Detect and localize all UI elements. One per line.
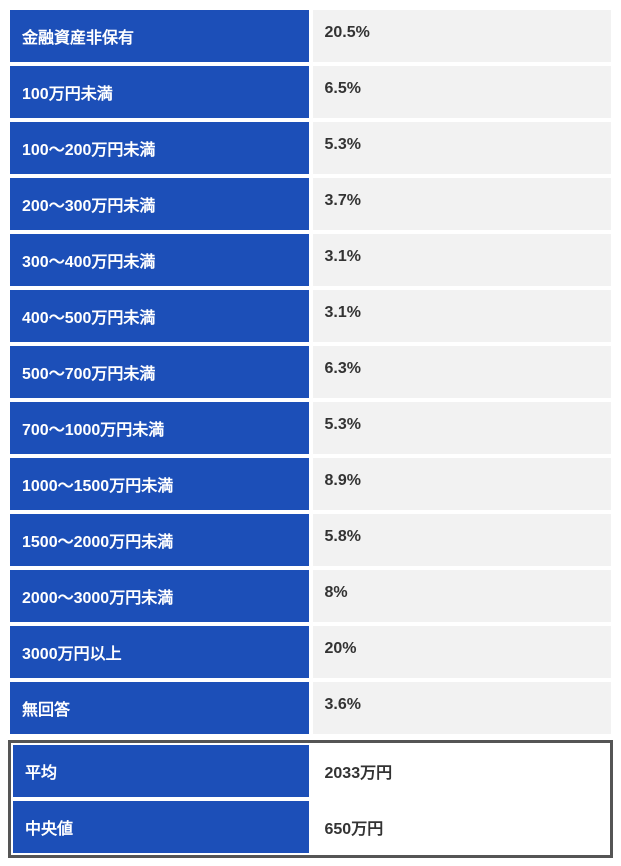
table-row: 300～400万円未満 3.1%	[8, 232, 613, 288]
table-row: 中央値 650万円	[11, 799, 610, 855]
row-value: 20.5%	[311, 8, 614, 64]
row-label: 無回答	[8, 680, 311, 736]
row-value: 8.9%	[311, 456, 614, 512]
row-value: 650万円	[311, 799, 611, 855]
table-row: 700～1000万円未満 5.3%	[8, 400, 613, 456]
row-label: 平均	[11, 743, 311, 799]
row-label: 300～400万円未満	[8, 232, 311, 288]
table-row: 200～300万円未満 3.7%	[8, 176, 613, 232]
row-value: 2033万円	[311, 743, 611, 799]
row-label: 700～1000万円未満	[8, 400, 311, 456]
row-value: 5.3%	[311, 400, 614, 456]
row-value: 6.5%	[311, 64, 614, 120]
row-label: 3000万円以上	[8, 624, 311, 680]
row-label: 2000～3000万円未満	[8, 568, 311, 624]
row-label: 200～300万円未満	[8, 176, 311, 232]
row-value: 3.1%	[311, 232, 614, 288]
table-row: 平均 2033万円	[11, 743, 610, 799]
row-label: 100～200万円未満	[8, 120, 311, 176]
table-row: 無回答 3.6%	[8, 680, 613, 736]
row-label: 金融資産非保有	[8, 8, 311, 64]
table-row: 100万円未満 6.5%	[8, 64, 613, 120]
table-row: 500～700万円未満 6.3%	[8, 344, 613, 400]
table-row: 100～200万円未満 5.3%	[8, 120, 613, 176]
row-value: 3.6%	[311, 680, 614, 736]
highlight-section: 平均 2033万円 中央値 650万円	[8, 740, 613, 858]
row-label: 1500～2000万円未満	[8, 512, 311, 568]
table-row: 400～500万円未満 3.1%	[8, 288, 613, 344]
row-value: 8%	[311, 568, 614, 624]
row-value: 5.8%	[311, 512, 614, 568]
row-value: 6.3%	[311, 344, 614, 400]
row-value: 3.7%	[311, 176, 614, 232]
row-label: 100万円未満	[8, 64, 311, 120]
row-value: 20%	[311, 624, 614, 680]
table-row: 3000万円以上 20%	[8, 624, 613, 680]
row-label: 400～500万円未満	[8, 288, 311, 344]
row-label: 1000～1500万円未満	[8, 456, 311, 512]
table-row: 1500～2000万円未満 5.8%	[8, 512, 613, 568]
table-row: 金融資産非保有 20.5%	[8, 8, 613, 64]
row-label: 中央値	[11, 799, 311, 855]
row-value: 5.3%	[311, 120, 614, 176]
row-value: 3.1%	[311, 288, 614, 344]
row-label: 500～700万円未満	[8, 344, 311, 400]
data-table: 金融資産非保有 20.5% 100万円未満 6.5% 100～200万円未満 5…	[8, 8, 613, 858]
table-row: 2000～3000万円未満 8%	[8, 568, 613, 624]
table-row: 1000～1500万円未満 8.9%	[8, 456, 613, 512]
